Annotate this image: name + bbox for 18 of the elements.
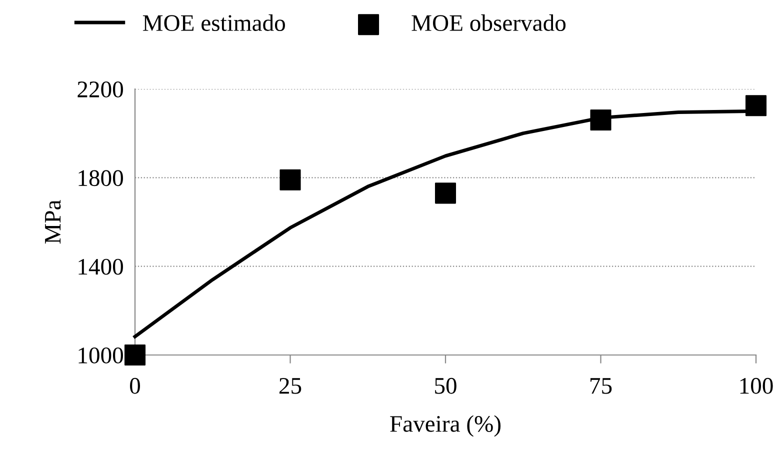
- x-axis-title: Faveira (%): [390, 415, 501, 437]
- y-tick-label: 2200: [78, 81, 123, 98]
- point: [745, 95, 767, 116]
- y-tick-label: 1000: [78, 347, 123, 364]
- y-tick-label: 1800: [78, 170, 123, 186]
- legend-label: MOE estimado: [142, 14, 285, 32]
- x-tick-label: 0: [130, 378, 140, 394]
- x-tick-label: 25: [279, 378, 302, 394]
- point: [434, 182, 456, 204]
- x-tick-label: 50: [435, 378, 456, 394]
- x-tick-label: 100: [740, 378, 773, 394]
- x-tick-label: 75: [590, 378, 612, 394]
- point: [590, 110, 612, 131]
- y-axis-title: MPa: [45, 200, 61, 244]
- point: [124, 344, 146, 366]
- legend-label: MOE observado: [412, 14, 566, 32]
- y-tick-label: 1400: [78, 258, 123, 275]
- point: [280, 169, 301, 190]
